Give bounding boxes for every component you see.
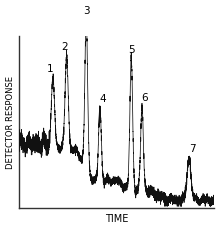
- Text: 2: 2: [61, 42, 68, 52]
- Text: 4: 4: [100, 94, 106, 104]
- Text: 1: 1: [47, 64, 54, 74]
- Text: 3: 3: [83, 6, 90, 16]
- Text: 6: 6: [142, 92, 148, 102]
- X-axis label: TIME: TIME: [105, 213, 128, 224]
- Text: 5: 5: [128, 44, 135, 54]
- Y-axis label: DETECTOR RESPONSE: DETECTOR RESPONSE: [6, 76, 15, 169]
- Text: 7: 7: [189, 144, 195, 154]
